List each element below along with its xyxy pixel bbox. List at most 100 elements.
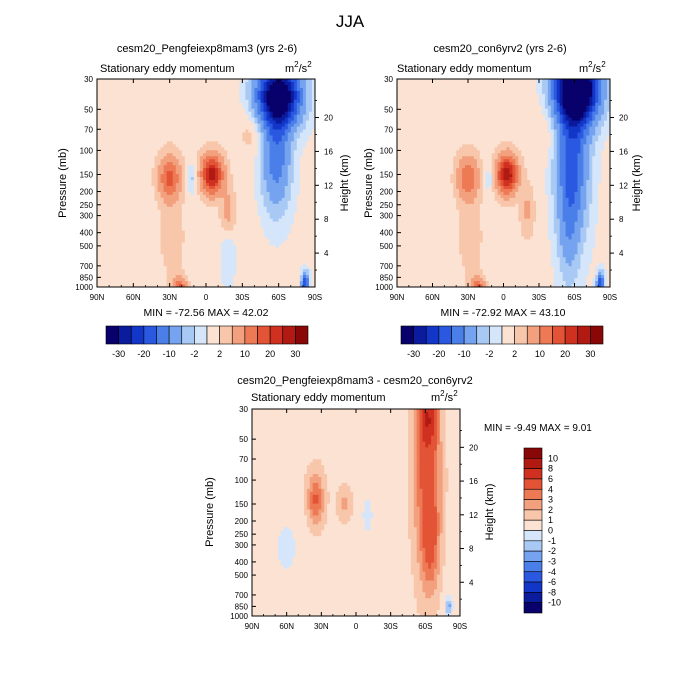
field-cell <box>136 147 140 151</box>
field-cell <box>148 135 153 140</box>
field-cell <box>272 129 277 134</box>
field-cell <box>275 275 280 279</box>
field-cell <box>148 248 153 252</box>
field-cell <box>157 129 162 134</box>
field-cell <box>224 197 228 202</box>
field-cell <box>233 212 237 217</box>
field-cell <box>100 236 104 241</box>
field-cell <box>190 150 195 154</box>
field-cell <box>193 221 198 226</box>
field-cell <box>215 84 219 89</box>
field-cell <box>263 254 268 258</box>
field-cell <box>245 281 249 285</box>
field-cell <box>184 156 189 160</box>
field-cell <box>260 99 265 104</box>
field-cell <box>218 159 222 163</box>
field-cell <box>202 248 207 252</box>
field-cell <box>154 215 159 220</box>
field-cell <box>272 251 277 255</box>
field-cell <box>124 159 128 163</box>
field-cell <box>190 79 195 83</box>
field-cell <box>148 156 153 160</box>
field-cell <box>193 79 198 83</box>
field-cell <box>269 203 274 208</box>
field-cell <box>212 108 216 113</box>
field-cell <box>121 123 125 128</box>
field-cell <box>293 245 298 249</box>
field-cell <box>245 209 249 214</box>
field-cell <box>296 114 301 119</box>
field-cell <box>115 126 119 131</box>
field-cell <box>215 194 219 199</box>
field-cell <box>163 147 168 151</box>
field-cell <box>190 138 195 142</box>
field-cell <box>239 260 243 264</box>
field-cell <box>127 90 131 95</box>
field-cell <box>142 90 147 95</box>
field-cell <box>190 123 195 128</box>
field-cell <box>121 111 125 116</box>
field-cell <box>193 81 198 86</box>
field-cell <box>278 221 283 226</box>
field-cell <box>163 272 168 276</box>
field-cell <box>100 141 104 145</box>
field-cell <box>248 275 253 279</box>
field-cell <box>109 180 113 184</box>
field-cell <box>100 96 104 101</box>
field-cell <box>254 171 259 175</box>
field-cell <box>100 111 104 116</box>
field-cell <box>136 278 140 282</box>
field-cell <box>169 84 174 89</box>
field-cell <box>166 230 171 235</box>
field-cell <box>151 81 156 86</box>
field-cell <box>239 242 243 246</box>
field-cell <box>245 159 249 163</box>
field-cell <box>287 129 292 134</box>
field-cell <box>193 90 198 95</box>
field-cell <box>269 177 274 181</box>
field-cell <box>163 230 168 235</box>
field-cell <box>269 263 274 267</box>
field-cell <box>199 188 204 193</box>
field-cell <box>109 194 113 199</box>
field-cell <box>157 102 162 107</box>
field-cell <box>278 230 283 235</box>
field-cell <box>154 254 159 258</box>
field-cell <box>215 132 219 137</box>
field-cell <box>254 212 259 217</box>
field-cell <box>118 126 122 131</box>
field-cell <box>269 159 274 163</box>
field-cell <box>166 272 171 276</box>
field-cell <box>233 79 237 83</box>
field-cell <box>187 93 192 98</box>
field-cell <box>136 99 140 104</box>
field-cell <box>157 191 162 196</box>
field-cell <box>227 183 231 187</box>
field-cell <box>127 260 131 264</box>
field-cell <box>212 114 216 119</box>
field-cell <box>112 188 116 193</box>
field-cell <box>163 197 168 202</box>
field-cell <box>293 275 298 279</box>
field-cell <box>305 111 310 116</box>
field-cell <box>151 168 156 172</box>
field-cell <box>157 153 162 157</box>
field-cell <box>227 144 231 148</box>
field-cell <box>296 180 301 184</box>
field-cell <box>254 203 259 208</box>
field-cell <box>281 230 286 235</box>
field-cell <box>287 138 292 142</box>
field-cell <box>118 251 122 255</box>
field-cell <box>130 159 134 163</box>
field-cell <box>136 248 140 252</box>
field-cell <box>202 188 207 193</box>
field-cell <box>269 194 274 199</box>
field-cell <box>97 174 101 178</box>
field-cell <box>166 165 171 169</box>
field-cell <box>290 168 295 172</box>
field-cell <box>103 218 107 223</box>
field-cell <box>121 105 125 110</box>
field-cell <box>175 180 180 184</box>
field-cell <box>130 147 134 151</box>
field-cell <box>142 81 147 86</box>
